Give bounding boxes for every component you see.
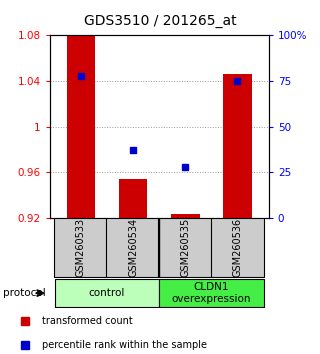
Text: GDS3510 / 201265_at: GDS3510 / 201265_at [84, 14, 236, 28]
Text: percentile rank within the sample: percentile rank within the sample [43, 339, 207, 350]
Text: GSM260536: GSM260536 [233, 218, 243, 278]
FancyBboxPatch shape [159, 279, 264, 307]
FancyBboxPatch shape [55, 279, 159, 307]
FancyBboxPatch shape [106, 218, 160, 277]
Bar [171, 214, 200, 218]
Text: protocol: protocol [3, 288, 46, 298]
Text: GSM260533: GSM260533 [76, 218, 86, 278]
Bar [119, 179, 148, 218]
Bar [223, 74, 252, 218]
Text: GSM260534: GSM260534 [128, 218, 138, 278]
FancyBboxPatch shape [211, 218, 264, 277]
Bar [67, 33, 95, 218]
Text: transformed count: transformed count [43, 316, 133, 326]
Text: CLDN1
overexpression: CLDN1 overexpression [172, 282, 251, 304]
Text: control: control [89, 288, 125, 298]
FancyBboxPatch shape [158, 218, 212, 277]
Text: GSM260535: GSM260535 [180, 218, 190, 278]
FancyBboxPatch shape [54, 218, 108, 277]
